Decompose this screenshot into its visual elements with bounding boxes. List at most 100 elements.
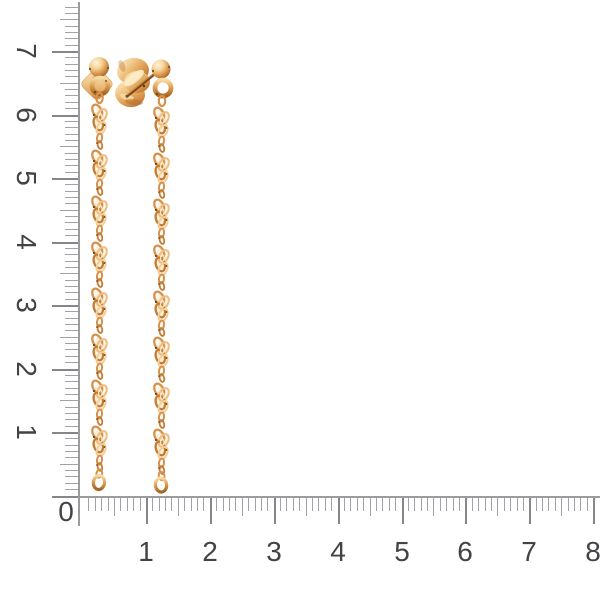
ruler-tick	[485, 498, 486, 511]
ruler-tick	[184, 498, 185, 511]
ruler-tick	[52, 115, 78, 117]
ruler-tick	[52, 51, 78, 53]
ruler-tick	[65, 426, 78, 427]
ruler-tick	[65, 476, 78, 477]
ruler-tick	[427, 498, 428, 511]
chain-link-cluster	[153, 106, 170, 153]
ruler-tick	[65, 483, 78, 484]
chain-link-cluster	[91, 287, 108, 334]
ruler-tick	[267, 498, 268, 511]
ruler-tick	[65, 70, 78, 71]
ruler-tick	[52, 432, 78, 434]
ruler-tick	[574, 498, 575, 511]
ruler-tick	[65, 134, 78, 135]
ruler-tick	[414, 498, 415, 511]
ruler-tick	[472, 498, 473, 511]
ruler-tick	[140, 498, 141, 511]
ruler-tick	[497, 498, 498, 516]
ruler-tick	[338, 498, 340, 524]
ruler-tick	[65, 343, 78, 344]
ruler-tick	[561, 498, 562, 516]
ruler-tick	[65, 280, 78, 281]
ruler-tick	[65, 489, 78, 490]
ruler-tick	[65, 38, 78, 39]
ruler-tick	[65, 470, 78, 471]
ear-post	[125, 70, 158, 99]
right-earring	[115, 57, 174, 494]
ruler-tick	[65, 159, 78, 160]
ruler-tick	[65, 165, 78, 166]
ruler-tick	[402, 498, 404, 524]
horizontal-ruler-number: 6	[457, 536, 473, 567]
ruler-tick	[395, 498, 396, 511]
horizontal-ruler-number: 5	[394, 536, 410, 567]
ruler-tick	[65, 229, 78, 230]
horizontal-ruler-number: 7	[521, 536, 537, 567]
ruler-tick	[197, 498, 198, 511]
ruler-tick	[159, 498, 160, 511]
ruler-tick	[504, 498, 505, 511]
twisted-chain-left	[91, 103, 108, 472]
vertical-ruler-number: 2	[11, 361, 42, 377]
ruler-tick	[65, 413, 78, 414]
ruler-tick	[52, 369, 78, 371]
ruler-tick	[52, 305, 78, 307]
chain-link-cluster	[153, 336, 170, 383]
chain-link-cluster	[91, 425, 108, 472]
horizontal-ruler-line	[78, 496, 600, 498]
ruler-tick	[255, 498, 256, 511]
ruler-tick	[65, 330, 78, 331]
ruler-tick	[280, 498, 281, 511]
ruler-tick	[203, 498, 204, 511]
ruler-tick	[65, 407, 78, 408]
ruler-tick	[114, 498, 115, 516]
chain-link-cluster	[91, 333, 108, 380]
ruler-tick	[299, 498, 300, 511]
ruler-tick	[389, 498, 390, 511]
ruler-tick	[65, 286, 78, 287]
vertical-ruler-number: 3	[11, 297, 42, 313]
ruler-tick	[421, 498, 422, 511]
ruler-tick	[60, 83, 78, 84]
ruler-tick	[274, 498, 276, 524]
ruler-tick	[65, 197, 78, 198]
ruler-tick	[331, 498, 332, 511]
ruler-tick	[65, 102, 78, 103]
ruler-tick	[88, 498, 89, 511]
ruler-tick	[555, 498, 556, 511]
ruler-tick	[178, 498, 179, 516]
vertical-ruler-number: 6	[11, 107, 42, 123]
ruler-tick	[65, 375, 78, 376]
ruler-tick	[152, 498, 153, 511]
ruler-tick	[65, 45, 78, 46]
ruler-tick	[65, 457, 78, 458]
ruler-tick	[65, 248, 78, 249]
ruler-tick	[312, 498, 313, 511]
ruler-tick	[344, 498, 345, 511]
ruler-tick	[65, 13, 78, 14]
ruler-tick	[101, 498, 102, 511]
ruler-tick	[363, 498, 364, 511]
chain-link-cluster	[153, 290, 170, 337]
ruler-tick	[127, 498, 128, 511]
ruler-tick	[523, 498, 524, 511]
ruler-tick	[293, 498, 294, 511]
vertical-ruler-line	[78, 2, 80, 526]
ruler-tick	[52, 178, 78, 180]
ruler-tick	[65, 318, 78, 319]
horizontal-ruler-number: 8	[585, 536, 600, 567]
ruler-tick	[65, 381, 78, 382]
ruler-tick	[65, 203, 78, 204]
ruler-tick	[60, 400, 78, 401]
ruler-tick	[65, 153, 78, 154]
ruler-tick	[165, 498, 166, 511]
ruler-tick	[65, 95, 78, 96]
ruler-tick	[580, 498, 581, 511]
ruler-tick	[65, 216, 78, 217]
chain-link-cluster	[153, 382, 170, 429]
ruler-tick	[491, 498, 492, 511]
horizontal-ruler-number: 3	[266, 536, 282, 567]
ruler-tick	[65, 235, 78, 236]
ruler-tick	[465, 498, 467, 524]
